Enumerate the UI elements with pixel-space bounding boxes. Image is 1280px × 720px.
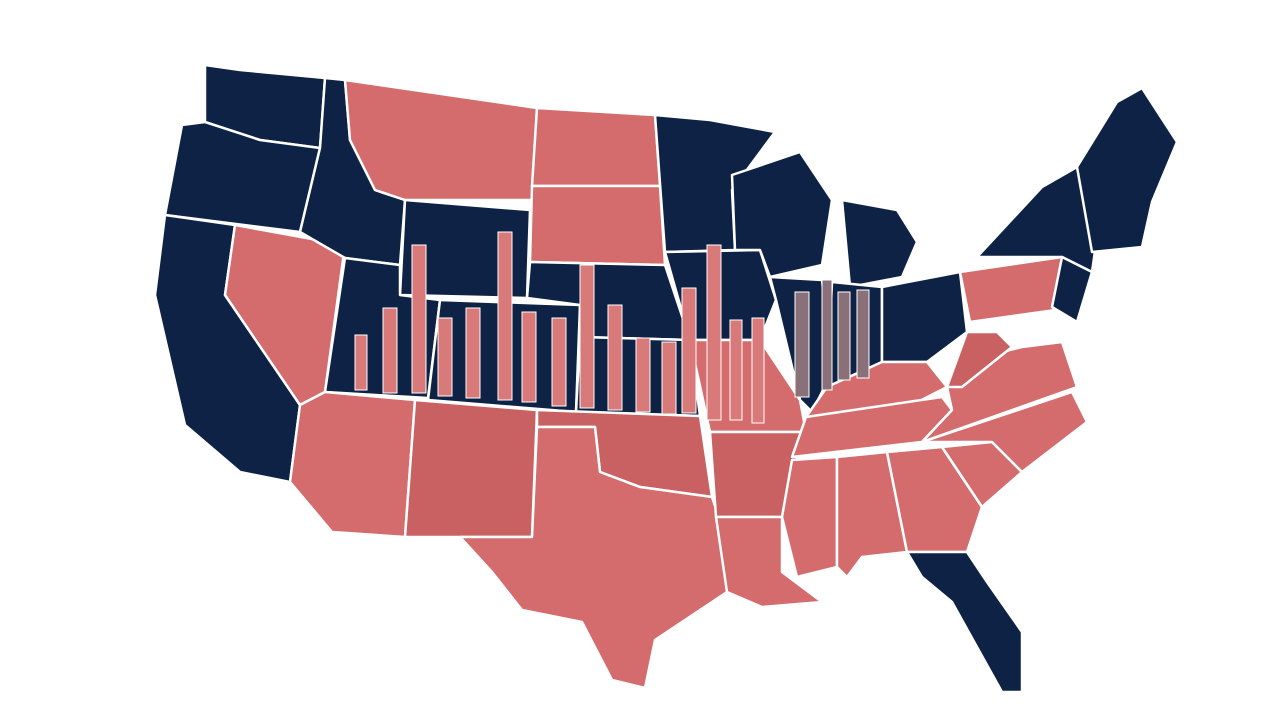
michigan: [840, 198, 919, 289]
stripe: [497, 231, 513, 401]
wisconsin: [730, 150, 834, 279]
new-england: [1075, 86, 1179, 254]
north-dakota: [530, 106, 662, 188]
stripe: [635, 337, 651, 413]
stripe: [681, 287, 697, 414]
stripe: [821, 279, 833, 391]
stripe: [729, 319, 743, 421]
new-jersey: [1050, 255, 1094, 324]
mississippi: [780, 455, 839, 579]
stripe: [607, 304, 623, 411]
texas: [458, 425, 729, 690]
south-dakota: [528, 184, 667, 267]
stripe: [751, 317, 765, 424]
stripe: [382, 307, 398, 394]
stripes: [354, 231, 870, 424]
west-virginia: [945, 330, 1014, 389]
stripe: [551, 317, 567, 407]
stripe: [856, 289, 870, 379]
stripe: [661, 341, 677, 415]
stripe: [706, 244, 722, 421]
new-mexico: [403, 398, 539, 539]
stripe: [411, 244, 427, 394]
stripe: [794, 291, 810, 398]
stripe: [465, 307, 481, 399]
ohio: [880, 270, 969, 364]
stripe: [354, 334, 368, 391]
stripe: [837, 291, 851, 381]
stripe: [521, 311, 537, 403]
stripe: [579, 264, 595, 409]
north-carolina: [920, 390, 1089, 474]
stripe: [437, 317, 453, 397]
florida: [905, 550, 1024, 694]
